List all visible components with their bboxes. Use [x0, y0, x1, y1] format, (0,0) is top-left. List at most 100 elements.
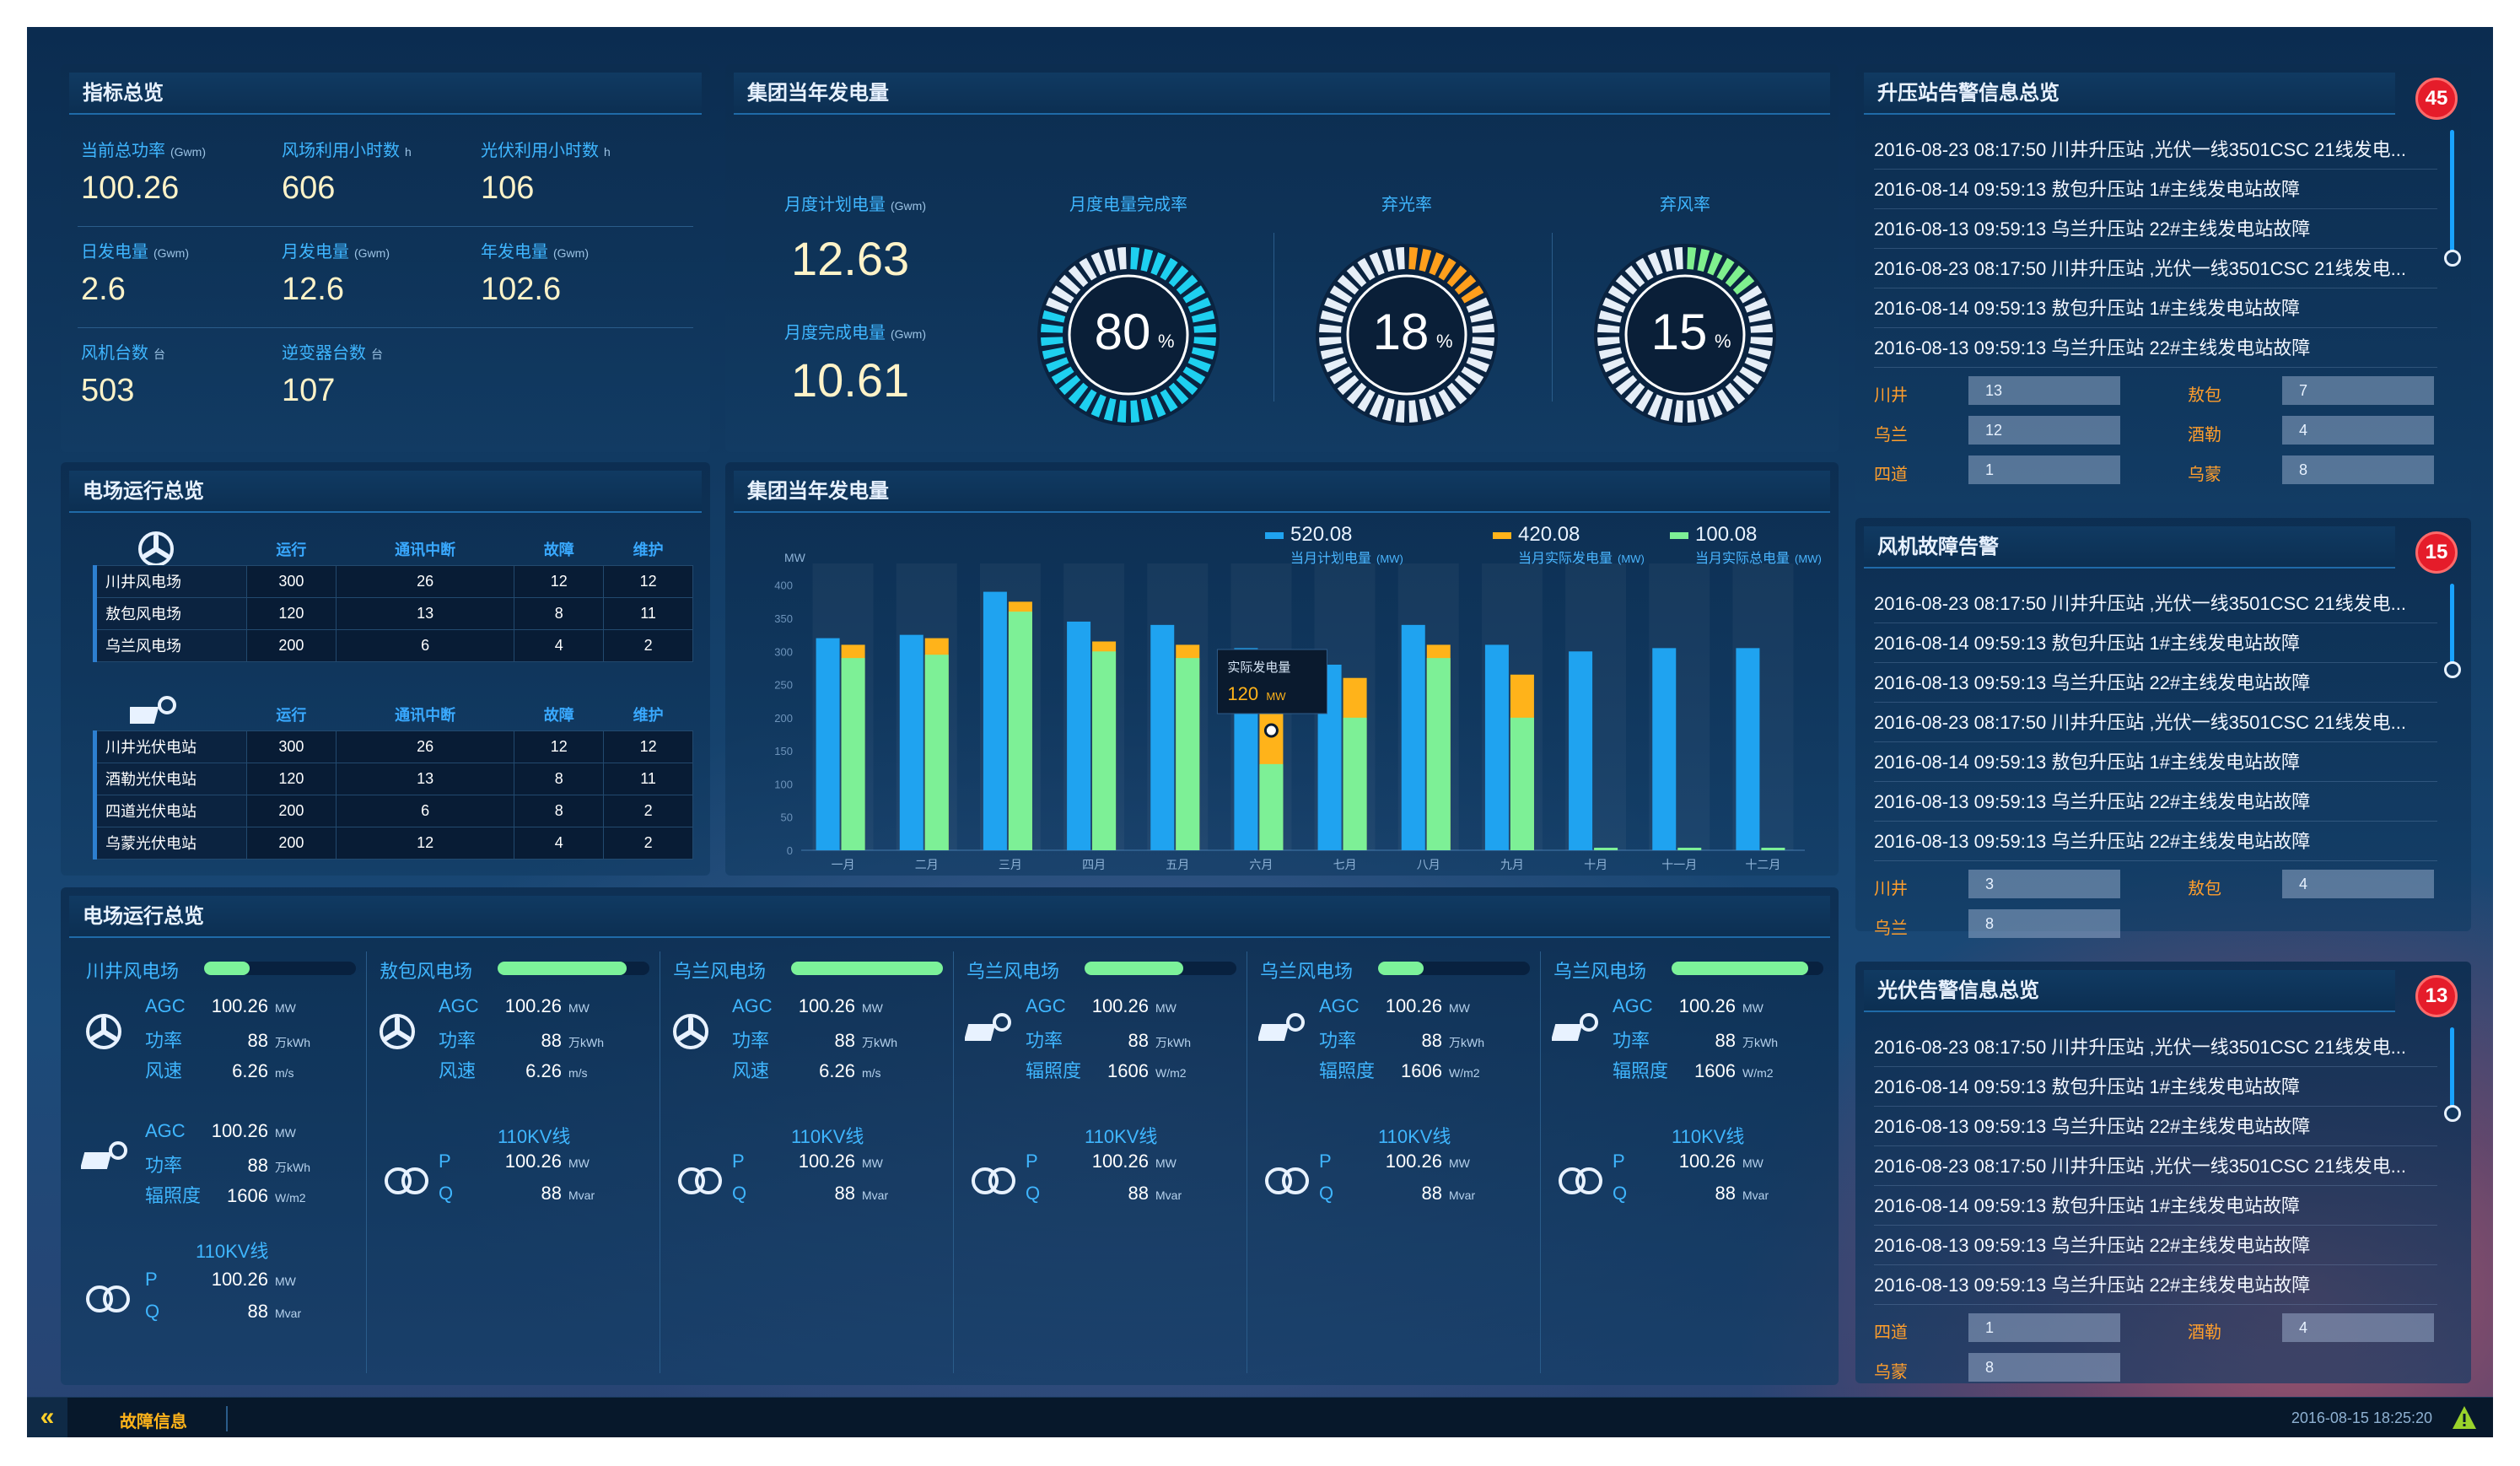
alarm-row[interactable]: 2016-08-23 08:17:50 川井升压站 ,光伏一线3501CSC 2…: [1874, 703, 2437, 742]
gauge-segment: [1466, 357, 1489, 373]
fault-info-tab[interactable]: 故障信息: [120, 1413, 187, 1431]
gauge-segment: [1597, 337, 1620, 347]
summary-value: 13: [1968, 376, 2120, 405]
solar-panel-icon: [1258, 1013, 1305, 1041]
alarm-count-badge[interactable]: 15: [2415, 531, 2458, 574]
scrollbar[interactable]: [2450, 130, 2454, 256]
table-cell: 6: [335, 794, 515, 827]
scrollbar[interactable]: [2450, 1027, 2454, 1112]
gauge-segment: [1429, 394, 1445, 418]
y-tick-label: 0: [787, 844, 793, 857]
indicator-label: 风场利用小时数 h: [282, 142, 412, 160]
legend-item[interactable]: 420.08 当月实际发电量 (MW): [1493, 523, 1645, 567]
table-row[interactable]: 乌兰风电场 200 6 4 2: [93, 628, 693, 662]
alarm-count-badge[interactable]: 13: [2415, 975, 2458, 1017]
station-progress: [1378, 962, 1530, 975]
station-card-name[interactable]: 敖包风电场: [380, 961, 473, 982]
x-tick-label: 三月: [999, 858, 1022, 871]
alarm-row[interactable]: 2016-08-23 08:17:50 川井升压站 ,光伏一线3501CSC 2…: [1874, 584, 2437, 623]
bar-total: [1594, 848, 1618, 850]
station-card-name[interactable]: 川井风电场: [86, 961, 180, 982]
table-row[interactable]: 川井光伏电站 300 26 12 12: [93, 730, 693, 763]
alarm-row[interactable]: 2016-08-14 09:59:13 敖包升压站 1#主线发电站故障: [1874, 1067, 2437, 1107]
back-button[interactable]: «: [27, 1398, 67, 1437]
scrollbar[interactable]: [2450, 584, 2454, 668]
summary-value: 12: [1968, 416, 2120, 445]
table-row[interactable]: 川井风电场 300 26 12 12: [93, 564, 693, 598]
alarm-row[interactable]: 2016-08-14 09:59:13 敖包升压站 1#主线发电站故障: [1874, 288, 2437, 328]
indicator-label: 光伏利用小时数 h: [481, 142, 611, 160]
alarm-row[interactable]: 2016-08-14 09:59:13 敖包升压站 1#主线发电站故障: [1874, 742, 2437, 782]
alarm-row[interactable]: 2016-08-14 09:59:13 敖包升压站 1#主线发电站故障: [1874, 170, 2437, 209]
station-card-name[interactable]: 乌兰风电场: [1553, 961, 1647, 982]
alarm-fan-panel: 风机故障告警 15 2016-08-23 08:17:50 川井升压站 ,光伏一线3…: [1855, 518, 2471, 938]
summary-value: 8: [1968, 1353, 2120, 1382]
stations-panel: 电场运行总览 川井风电场 AGC 100.26 MW 功率 88 万kWh 风速 6.26 m/s…: [61, 887, 1839, 1385]
wind-turbine-icon: [138, 531, 174, 567]
alarm-count-badge[interactable]: 45: [2415, 78, 2458, 120]
gauge-segment: [1454, 375, 1477, 396]
bar-total: [1426, 658, 1451, 850]
table-cell: 120: [246, 762, 337, 795]
solar-panel-icon: [130, 696, 176, 724]
x-tick-label: 二月: [915, 858, 939, 871]
alarm-row[interactable]: 2016-08-23 08:17:50 川井升压站 ,光伏一线3501CSC 2…: [1874, 130, 2437, 170]
summary-value: 4: [2282, 1313, 2434, 1342]
legend-item[interactable]: 520.08 当月计划电量 (MW): [1265, 523, 1403, 567]
table-cell: 300: [246, 564, 337, 598]
bar-plan: [1067, 621, 1091, 850]
agc-readout: AGC 100.26 MW: [145, 1120, 296, 1141]
alarm-row[interactable]: 2016-08-14 09:59:13 敖包升压站 1#主线发电站故障: [1874, 1186, 2437, 1226]
table-row[interactable]: 乌蒙光伏电站 200 12 4 2: [93, 826, 693, 860]
alarm-row[interactable]: 2016-08-13 09:59:13 乌兰升压站 22#主线发电站故障: [1874, 822, 2437, 861]
alarm-row[interactable]: 2016-08-13 09:59:13 乌兰升压站 22#主线发电站故障: [1874, 782, 2437, 822]
indicator-value: 606: [282, 170, 336, 206]
scroll-handle[interactable]: [2444, 1105, 2461, 1122]
gauge-segment: [1739, 366, 1763, 385]
col-header: 维护: [633, 541, 664, 558]
alarm-row[interactable]: 2016-08-23 08:17:50 川井升压站 ,光伏一线3501CSC 2…: [1874, 1146, 2437, 1186]
line-label: 110KV线: [196, 1241, 269, 1262]
alarm-row[interactable]: 2016-08-13 09:59:13 乌兰升压站 22#主线发电站故障: [1874, 1265, 2437, 1305]
agc-readout: AGC 100.26 MW: [1026, 995, 1177, 1016]
gauge-segment: [1647, 252, 1663, 276]
station-card-name[interactable]: 乌兰风电场: [1260, 961, 1354, 982]
gauge-segment: [1187, 297, 1211, 313]
gauge-segment: [1598, 347, 1623, 360]
table-row[interactable]: 敖包风电场 120 13 8 11: [93, 596, 693, 630]
summary-value: 1: [1968, 1313, 2120, 1342]
stations-title: 电场运行总览: [69, 896, 1830, 938]
scroll-handle[interactable]: [2444, 661, 2461, 678]
table-cell: 26: [335, 564, 515, 598]
table-row[interactable]: 酒勒光伏电站 120 13 8 11: [93, 762, 693, 795]
station-card-name[interactable]: 乌兰风电场: [673, 961, 767, 982]
gauge-segment: [1324, 357, 1348, 373]
alarm-row[interactable]: 2016-08-13 09:59:13 乌兰升压站 22#主线发电站故障: [1874, 663, 2437, 703]
alarm-row[interactable]: 2016-08-13 09:59:13 乌兰升压站 22#主线发电站故障: [1874, 328, 2437, 368]
station-card-name[interactable]: 乌兰风电场: [967, 961, 1060, 982]
footer-datetime: 2016-08-15 18:25:20: [2291, 1409, 2432, 1426]
p-readout: P 100.26 MW: [1613, 1151, 1763, 1172]
warning-icon[interactable]: [2451, 1404, 2478, 1431]
bar-total: [1092, 651, 1117, 850]
alarm-row[interactable]: 2016-08-14 09:59:13 敖包升压站 1#主线发电站故障: [1874, 623, 2437, 663]
alarm-row[interactable]: 2016-08-23 08:17:50 川井升压站 ,光伏一线3501CSC 2…: [1874, 1027, 2437, 1067]
table-cell: 2: [603, 794, 693, 827]
alarm-row[interactable]: 2016-08-13 09:59:13 乌兰升压站 22#主线发电站故障: [1874, 209, 2437, 249]
gauge-segment: [1438, 389, 1457, 412]
agc-readout: AGC 100.26 MW: [732, 995, 883, 1016]
bar-plan: [1569, 651, 1593, 850]
legend-item[interactable]: 100.08 当月实际总电量 (MW): [1670, 523, 1822, 567]
alarm-row[interactable]: 2016-08-13 09:59:13 乌兰升压站 22#主线发电站故障: [1874, 1226, 2437, 1265]
alarm-row[interactable]: 2016-08-13 09:59:13 乌兰升压站 22#主线发电站故障: [1874, 1107, 2437, 1146]
gauge-segment: [1438, 257, 1457, 281]
alarm-row[interactable]: 2016-08-23 08:17:50 川井升压站 ,光伏一线3501CSC 2…: [1874, 249, 2437, 288]
alarm-pressure-panel: 升压站告警信息总览 45 2016-08-23 08:17:50 川井升压站 ,光伏…: [1855, 64, 2471, 503]
gauge-segment: [1750, 323, 1773, 333]
gauge-segment: [1337, 375, 1360, 396]
scroll-handle[interactable]: [2444, 250, 2461, 267]
summary-label: 四道: [1874, 1323, 1908, 1342]
table-row[interactable]: 四道光伏电站 200 6 8 2: [93, 794, 693, 827]
indicator-value: 100.26: [81, 170, 180, 206]
station-name: 敖包风电场: [93, 596, 247, 630]
